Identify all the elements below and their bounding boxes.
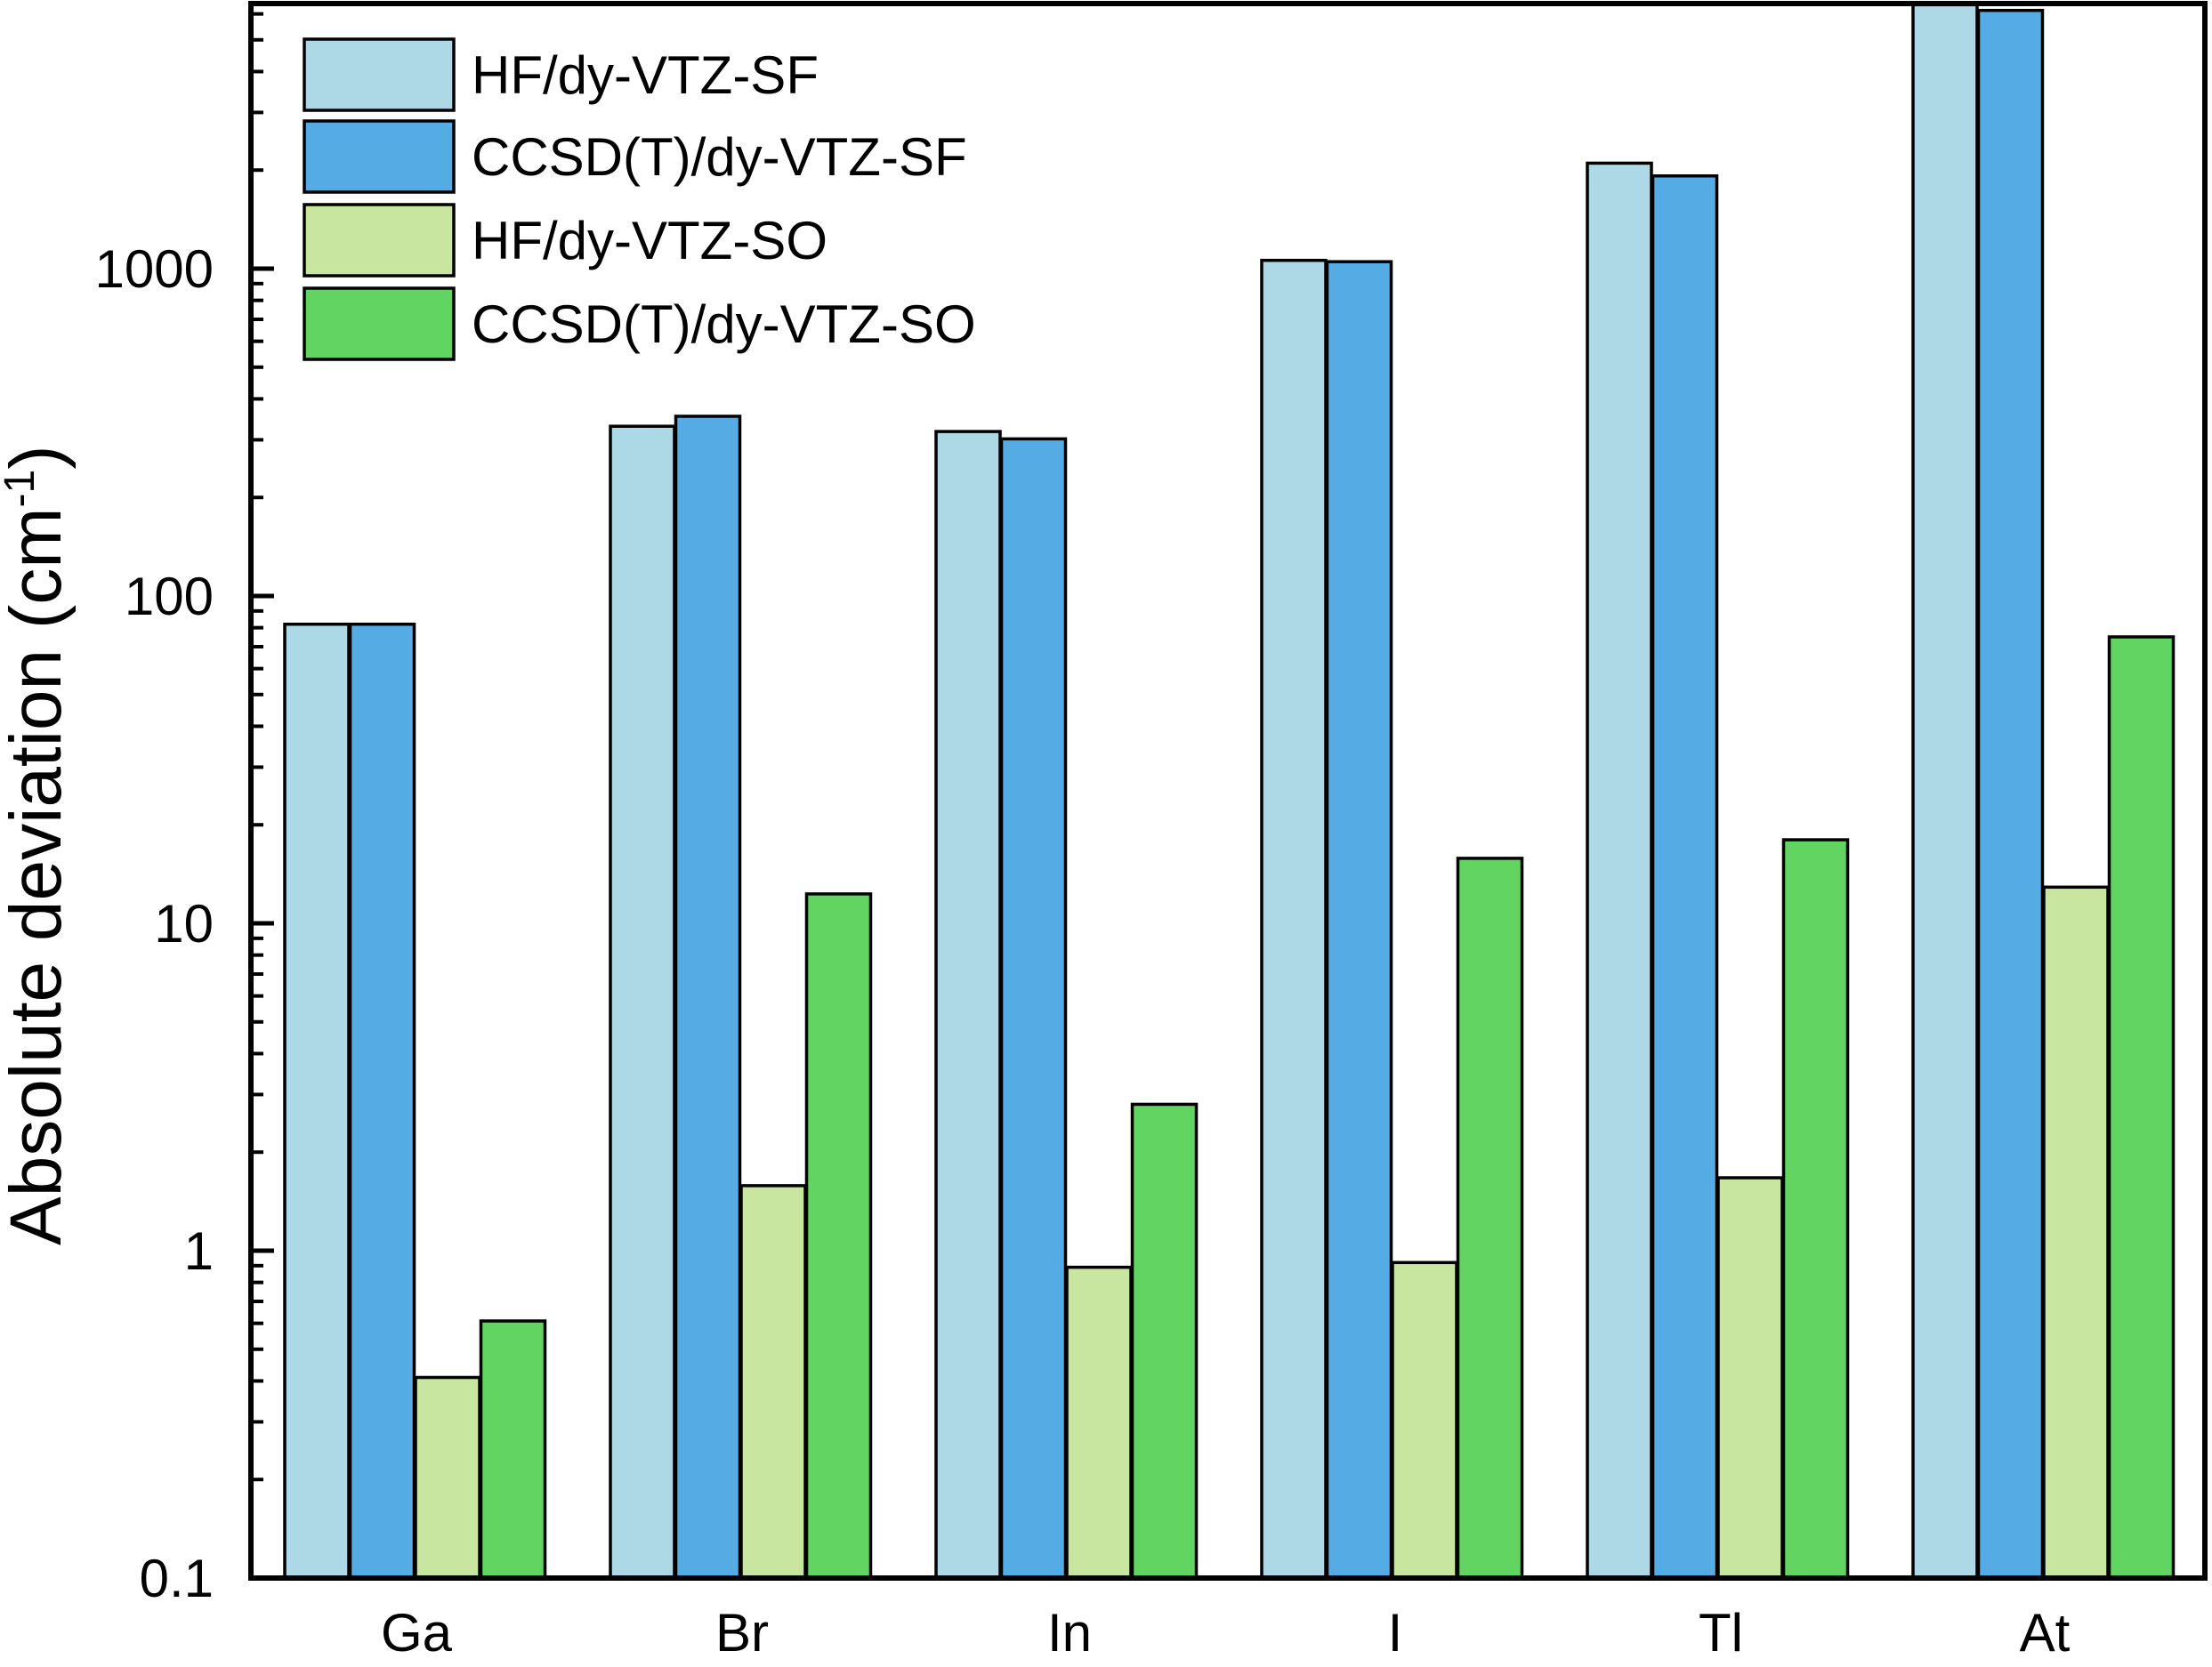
x-axis-labels: Ga Br In I Tl At xyxy=(381,1603,2071,1663)
y-tick-label: 1 xyxy=(184,1221,214,1281)
x-tick-label-br: Br xyxy=(715,1603,769,1663)
legend: HF/dy-VTZ-SF CCSD(T)/dy-VTZ-SF HF/dy-VTZ-S… xyxy=(303,37,976,361)
bar-ga-series-1 xyxy=(283,622,351,1580)
y-tick-label: 100 xyxy=(125,567,214,626)
bar-br-series-1 xyxy=(609,424,676,1580)
y-axis-label-superscript: -1 xyxy=(0,470,44,508)
bar-tl-series-1 xyxy=(1586,161,1653,1580)
legend-swatch-3 xyxy=(303,203,456,278)
bar-at-series-4 xyxy=(2107,635,2176,1580)
x-tick-label-ga: Ga xyxy=(381,1603,453,1663)
bar-tl-series-3 xyxy=(1716,1176,1784,1580)
bar-tl-series-2 xyxy=(1651,173,1719,1580)
x-tick-label-at: At xyxy=(2020,1603,2071,1663)
legend-label-2: CCSD(T)/dy-VTZ-SF xyxy=(472,127,967,187)
legend-swatch-4 xyxy=(303,286,456,361)
legend-swatch-1 xyxy=(303,37,456,112)
legend-label-1: HF/dy-VTZ-SF xyxy=(472,45,819,105)
bar-br-series-4 xyxy=(804,892,873,1580)
bar-br-series-2 xyxy=(674,415,742,1580)
y-axis-label: Absolute deviation (cm-1) xyxy=(0,445,77,1245)
x-tick-label-i: I xyxy=(1388,1603,1403,1663)
bar-in-series-4 xyxy=(1130,1102,1199,1580)
bar-i-series-2 xyxy=(1325,260,1393,1580)
bar-i-series-1 xyxy=(1260,258,1328,1580)
bar-at-series-2 xyxy=(1976,8,2045,1580)
bar-at-series-3 xyxy=(2042,885,2110,1580)
bar-i-series-3 xyxy=(1391,1260,1458,1580)
y-axis-label-close: ) xyxy=(0,445,77,469)
bar-br-series-3 xyxy=(739,1184,807,1580)
legend-label-4: CCSD(T)/dy-VTZ-SO xyxy=(472,294,976,354)
y-tick-label: 0.1 xyxy=(140,1549,214,1608)
y-axis-label-main: Absolute deviation (cm xyxy=(0,507,77,1245)
x-tick-label-in: In xyxy=(1047,1603,1092,1663)
y-tick-label: 10 xyxy=(154,894,214,954)
x-tick-label-tl: Tl xyxy=(1699,1603,1743,1663)
plot-frame xyxy=(248,1,2208,1581)
bar-in-series-2 xyxy=(999,437,1068,1580)
y-tick-label: 1000 xyxy=(95,239,214,299)
bars-group xyxy=(283,3,2176,1580)
bar-ga-series-2 xyxy=(348,622,416,1580)
bar-in-series-3 xyxy=(1065,1265,1133,1580)
bar-i-series-4 xyxy=(1456,857,1524,1580)
bar-ga-series-3 xyxy=(414,1375,481,1580)
bar-ga-series-4 xyxy=(479,1319,547,1580)
bar-at-series-1 xyxy=(1911,3,1979,1580)
legend-swatch-2 xyxy=(303,119,456,194)
bar-in-series-1 xyxy=(934,430,1002,1580)
legend-label-3: HF/dy-VTZ-SO xyxy=(472,211,827,270)
bar-tl-series-4 xyxy=(1781,838,1850,1580)
